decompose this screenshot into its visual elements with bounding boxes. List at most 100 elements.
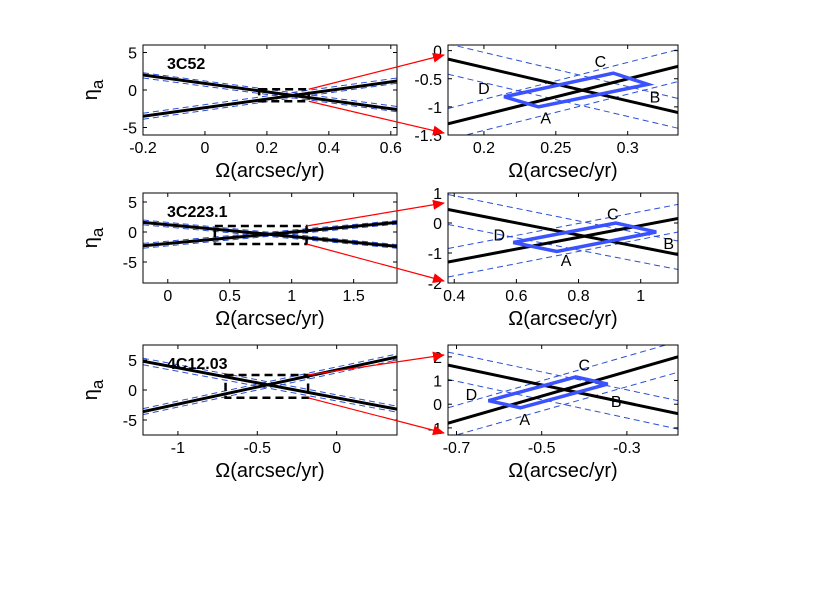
- plot-area: D A B C: [448, 45, 678, 135]
- corner-label-b: B: [611, 394, 622, 411]
- dashed-line-4: [143, 220, 397, 244]
- x-tick-label: 0.4: [318, 140, 340, 157]
- x-tick-label: 1: [636, 288, 645, 305]
- corner-label-b: B: [663, 236, 674, 253]
- corner-label-c: C: [607, 207, 619, 224]
- x-axis-label: Ω(arcsec/yr): [508, 308, 617, 330]
- y-tick-label: 0: [433, 44, 442, 61]
- corner-label-a: A: [540, 110, 551, 127]
- corner-label-d: D: [478, 81, 490, 98]
- dashed-line-2: [448, 224, 678, 270]
- x-tick-label: 1.5: [343, 288, 365, 305]
- dashed-line-1: [143, 364, 397, 413]
- allowed-region-parallelogram: [488, 375, 609, 410]
- plots-layer: -0.2 0 0.2 0.4 0.6 -5 0 5 Ω(arcsec/yr) 3C52 ηa D A B C…: [80, 44, 679, 482]
- corner-label-c: C: [595, 54, 607, 71]
- x-tick-label: 1: [287, 288, 296, 305]
- corner-label-d: D: [494, 228, 506, 245]
- dashed-line-4: [143, 77, 397, 114]
- dashed-line-1: [143, 224, 397, 249]
- dashed-line-3: [143, 82, 397, 120]
- y-tick-label: 1: [433, 186, 442, 203]
- solid-line-2: [143, 220, 397, 248]
- corner-label-d: D: [466, 387, 478, 404]
- panel-2-zoom: D A B C 0.2 0.25 0.3 0 -0.5 -1 -1.5 Ω(arcsec/yr): [414, 44, 679, 182]
- x-axis-label: Ω(arcsec/yr): [215, 460, 324, 482]
- dashed-line-3: [448, 231, 678, 278]
- y-axis-label: ηa: [80, 79, 107, 100]
- zoom-arrow-lower: [307, 397, 445, 436]
- dashed-line-1: [448, 194, 678, 242]
- y-tick-label: 0: [128, 83, 137, 100]
- plot-area: D A B C: [448, 193, 678, 283]
- y-tick-label: -1.5: [414, 128, 442, 145]
- x-tick-label: 0: [163, 288, 172, 305]
- x-tick-label: 0.6: [380, 140, 402, 157]
- zoom-arrow-lower: [308, 100, 445, 136]
- y-axis-label-subscript: a: [88, 79, 107, 89]
- plot-area: [143, 45, 397, 135]
- y-tick-label: -1: [428, 246, 442, 263]
- zoom-region-box: [224, 373, 310, 400]
- dashed-line-1: [143, 77, 397, 113]
- dashed-line-4: [143, 353, 397, 410]
- zoom-region-box: [213, 224, 308, 246]
- panel-1-overview: -0.2 0 0.2 0.4 0.6 -5 0 5 Ω(arcsec/yr) 3C52 ηa: [80, 44, 402, 182]
- y-tick-label: 5: [128, 46, 137, 63]
- allowed-region-parallelogram: [512, 221, 657, 254]
- plot-background: [143, 193, 397, 283]
- axes-frame: [447, 44, 679, 136]
- zoom-arrow-upper: [308, 351, 445, 376]
- dashed-line-3: [143, 359, 397, 416]
- solid-line-2: [143, 355, 397, 414]
- x-tick-label: 0.5: [219, 288, 241, 305]
- x-tick-label: -1: [171, 440, 185, 457]
- y-axis-label: ηa: [80, 227, 107, 248]
- zoom-arrow-upper: [306, 199, 445, 227]
- x-tick-label: -0.5: [244, 440, 272, 457]
- dashed-line-2: [143, 357, 397, 407]
- dashed-line-4: [448, 203, 678, 249]
- y-tick-label: -1: [428, 100, 442, 117]
- allowed-region-parallelogram: [503, 71, 655, 109]
- y-tick-label: 0: [433, 397, 442, 414]
- x-tick-label: 0: [200, 140, 209, 157]
- y-tick-label: 5: [128, 353, 137, 370]
- solid-line-2: [448, 217, 678, 264]
- corner-label-c: C: [579, 358, 591, 375]
- source-name: 3C52: [167, 56, 205, 73]
- plot-background: [143, 345, 397, 435]
- y-axis-label: ηa: [80, 379, 107, 400]
- solid-line-1: [143, 73, 397, 111]
- y-tick-label: 0: [433, 216, 442, 233]
- corner-label-a: A: [519, 412, 530, 429]
- x-tick-label: -0.5: [528, 440, 556, 457]
- x-tick-label: 0.6: [505, 288, 527, 305]
- y-tick-label: 2: [433, 350, 442, 367]
- x-axis-label: Ω(arcsec/yr): [508, 460, 617, 482]
- dashed-line-1: [448, 351, 678, 402]
- corner-label-a: A: [561, 253, 572, 270]
- solid-line-2: [448, 355, 678, 425]
- y-tick-label: 5: [128, 195, 137, 212]
- x-tick-label: 0.4: [443, 288, 465, 305]
- x-tick-label: -0.2: [129, 140, 157, 157]
- y-axis-label-subscript: a: [88, 227, 107, 237]
- plot-area: [143, 345, 397, 435]
- dashed-line-3: [143, 223, 397, 249]
- x-axis-label: Ω(arcsec/yr): [508, 160, 617, 182]
- plot-area: D A B C: [448, 345, 678, 435]
- x-tick-label: 0: [332, 440, 341, 457]
- y-axis-label-subscript: a: [88, 379, 107, 389]
- dashed-line-2: [143, 219, 397, 246]
- y-tick-label: 0: [128, 383, 137, 400]
- x-axis-label: Ω(arcsec/yr): [215, 160, 324, 182]
- solid-line-2: [143, 79, 397, 118]
- y-tick-label: -5: [123, 121, 137, 138]
- x-tick-label: 0.2: [256, 140, 278, 157]
- x-tick-label: 0.2: [473, 140, 495, 157]
- axes-frame: [447, 344, 679, 436]
